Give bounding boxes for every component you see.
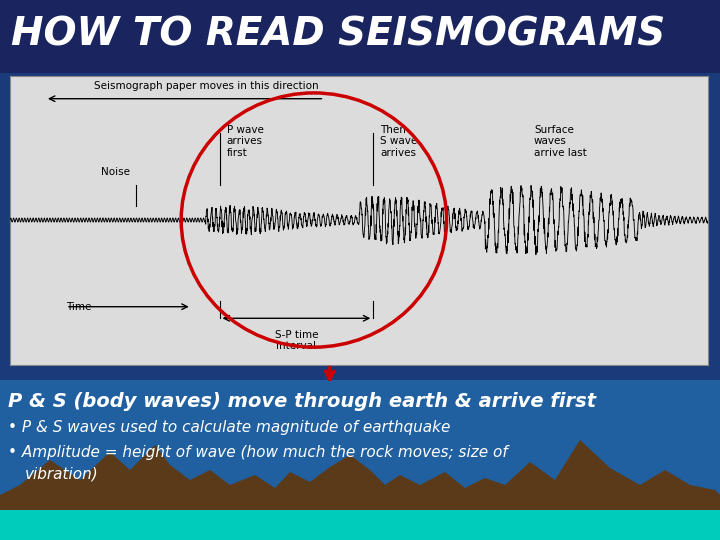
Text: Time: Time	[66, 302, 91, 312]
Text: P wave
arrives
first: P wave arrives first	[227, 125, 264, 158]
Polygon shape	[0, 440, 720, 510]
Text: vibration): vibration)	[25, 467, 99, 482]
Text: Noise: Noise	[101, 167, 130, 177]
Text: HOW TO READ SEISMOGRAMS: HOW TO READ SEISMOGRAMS	[11, 16, 665, 54]
Text: S-P time
interval: S-P time interval	[274, 330, 318, 352]
Text: Seismograph paper moves in this direction: Seismograph paper moves in this directio…	[94, 82, 318, 91]
Polygon shape	[0, 510, 720, 540]
Text: P & S (body waves) move through earth & arrive first: P & S (body waves) move through earth & …	[8, 392, 596, 411]
Polygon shape	[0, 73, 720, 380]
Polygon shape	[0, 380, 720, 540]
Text: Surface
waves
arrive last: Surface waves arrive last	[534, 125, 587, 158]
Text: • P & S waves used to calculate magnitude of earthquake: • P & S waves used to calculate magnitud…	[8, 420, 451, 435]
Text: • Amplitude = height of wave (how much the rock moves; size of: • Amplitude = height of wave (how much t…	[8, 445, 508, 460]
Text: Then
S wave
arrives: Then S wave arrives	[380, 125, 418, 158]
